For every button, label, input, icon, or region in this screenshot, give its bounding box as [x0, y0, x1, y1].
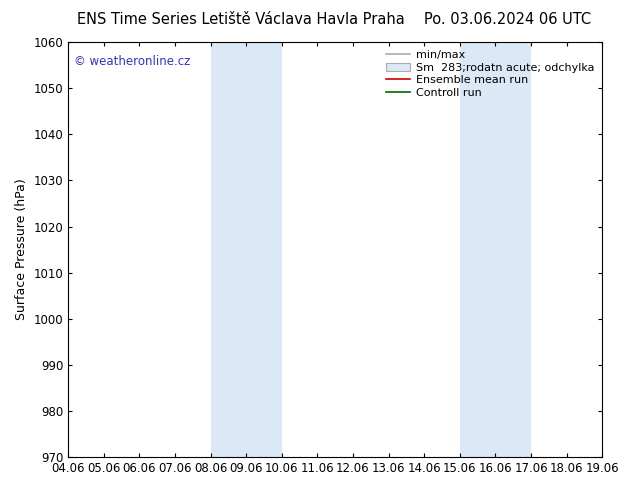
Y-axis label: Surface Pressure (hPa): Surface Pressure (hPa): [15, 179, 28, 320]
Bar: [460, 42, 531, 457]
Text: Po. 03.06.2024 06 UTC: Po. 03.06.2024 06 UTC: [424, 12, 591, 27]
Bar: [210, 42, 281, 457]
Text: ENS Time Series Letiště Václava Havla Praha: ENS Time Series Letiště Václava Havla Pr…: [77, 12, 404, 27]
Text: © weatheronline.cz: © weatheronline.cz: [74, 54, 190, 68]
Legend: min/max, Sm  283;rodatn acute; odchylka, Ensemble mean run, Controll run: min/max, Sm 283;rodatn acute; odchylka, …: [384, 48, 597, 100]
